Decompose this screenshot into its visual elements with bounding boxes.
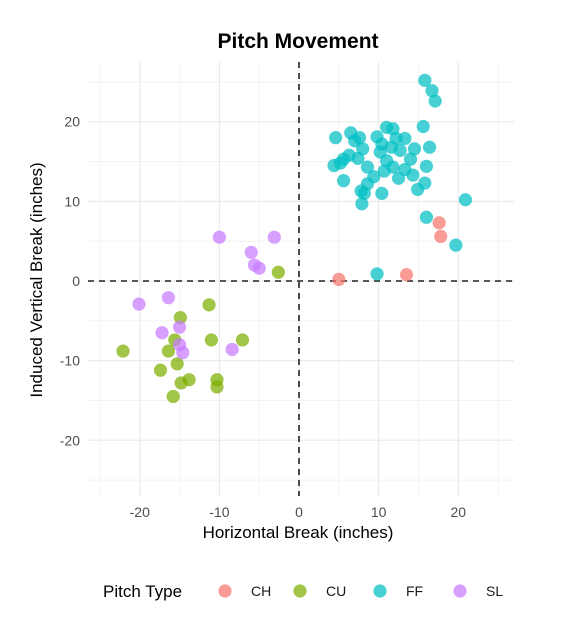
major-gridlines bbox=[88, 62, 514, 496]
point-sl bbox=[172, 320, 187, 334]
legend-key-cu bbox=[293, 584, 307, 598]
point-ff bbox=[391, 171, 406, 185]
point-cu bbox=[166, 389, 180, 404]
legend-label-cu: CU bbox=[326, 583, 346, 599]
point-ff bbox=[419, 210, 434, 224]
point-ff bbox=[418, 73, 432, 87]
y-tick-label: -10 bbox=[60, 353, 80, 369]
point-cu bbox=[153, 363, 168, 377]
point-ff bbox=[422, 140, 437, 154]
point-cu bbox=[210, 380, 224, 394]
x-tick-label: -10 bbox=[209, 504, 229, 520]
legend-key-ch bbox=[218, 584, 232, 598]
point-ch bbox=[332, 272, 346, 286]
point-sl bbox=[155, 326, 169, 340]
y-tick-label: -20 bbox=[60, 432, 80, 448]
point-ff bbox=[355, 197, 369, 211]
point-ff bbox=[419, 159, 434, 173]
point-cu bbox=[116, 344, 130, 358]
x-tick-label: 10 bbox=[371, 504, 387, 520]
y-tick-label: 0 bbox=[72, 273, 80, 289]
point-ff bbox=[375, 186, 389, 200]
point-sl bbox=[252, 261, 266, 275]
point-ff bbox=[377, 164, 391, 178]
x-axis-title: Horizontal Break (inches) bbox=[203, 523, 394, 542]
point-ff bbox=[406, 168, 420, 182]
point-ff bbox=[393, 143, 407, 157]
point-ff bbox=[329, 131, 343, 145]
y-tick-label: 20 bbox=[64, 114, 80, 130]
x-tick-label: 0 bbox=[295, 504, 303, 520]
minor-gridlines bbox=[88, 62, 514, 496]
point-ff bbox=[360, 160, 375, 174]
point-sl bbox=[212, 230, 226, 244]
point-sl bbox=[176, 346, 190, 360]
point-ff bbox=[416, 119, 430, 134]
x-tick-label: 20 bbox=[450, 504, 466, 520]
data-points bbox=[116, 73, 473, 404]
legend-label-ch: CH bbox=[251, 583, 271, 599]
point-ch bbox=[434, 229, 448, 243]
y-tick-labels: -20 -10 0 10 20 bbox=[60, 114, 80, 449]
point-sl bbox=[161, 291, 176, 305]
point-ff bbox=[327, 158, 341, 173]
point-ff bbox=[351, 151, 365, 165]
point-ff bbox=[407, 142, 422, 156]
legend-label-ff: FF bbox=[406, 583, 423, 599]
point-sl bbox=[244, 245, 258, 259]
legend-title: Pitch Type bbox=[103, 582, 182, 601]
legend-key-sl bbox=[453, 584, 467, 598]
point-ff bbox=[458, 193, 473, 207]
point-ff bbox=[403, 152, 418, 166]
legend-key-ff bbox=[373, 584, 387, 598]
point-ff bbox=[428, 94, 442, 108]
chart-title: Pitch Movement bbox=[217, 30, 378, 53]
point-ff bbox=[398, 131, 412, 146]
point-cu bbox=[204, 333, 219, 347]
y-tick-label: 10 bbox=[64, 193, 80, 209]
point-ff bbox=[337, 174, 351, 188]
point-ff bbox=[411, 182, 425, 197]
point-sl bbox=[225, 342, 239, 357]
point-cu bbox=[170, 357, 184, 371]
reference-lines bbox=[88, 62, 514, 496]
x-tick-labels: -20 -10 0 10 20 bbox=[130, 504, 467, 520]
point-cu bbox=[235, 333, 250, 347]
legend-label-sl: SL bbox=[486, 583, 503, 599]
point-ch bbox=[432, 216, 446, 230]
y-axis-title: Induced Vertical Break (inches) bbox=[27, 162, 46, 397]
point-cu bbox=[161, 344, 176, 358]
x-tick-label: -20 bbox=[130, 504, 150, 520]
point-cu bbox=[173, 311, 187, 325]
point-cu bbox=[174, 376, 188, 390]
point-cu bbox=[271, 265, 285, 279]
point-sl bbox=[267, 230, 281, 244]
point-ff bbox=[449, 238, 463, 252]
point-cu bbox=[202, 298, 216, 312]
legend: Pitch Type CH CU FF SL bbox=[103, 582, 503, 601]
point-ff bbox=[425, 84, 439, 98]
point-ch bbox=[399, 268, 414, 282]
point-ff bbox=[370, 267, 384, 281]
point-sl bbox=[132, 297, 146, 311]
point-ff bbox=[357, 186, 371, 200]
